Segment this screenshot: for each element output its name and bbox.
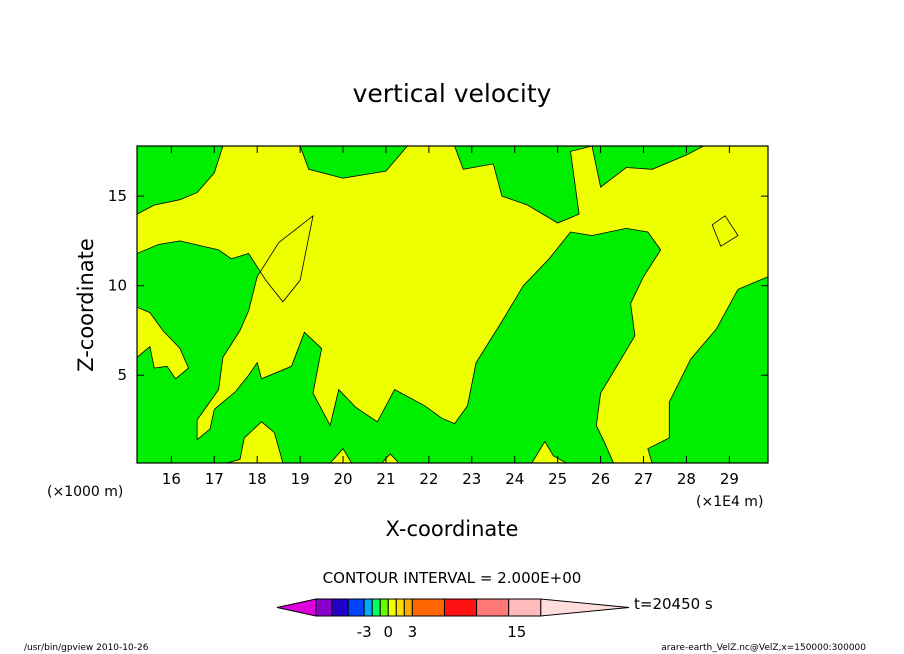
colorbar-low-arrow bbox=[276, 598, 317, 617]
y-tick-label: 10 bbox=[108, 277, 127, 295]
positive-velocity-region bbox=[137, 306, 189, 380]
x-tick-label: 16 bbox=[162, 470, 181, 488]
colorbar-high-arrow bbox=[540, 598, 630, 617]
colorbar-segment bbox=[443, 598, 478, 617]
x-tick-label: 24 bbox=[505, 470, 524, 488]
x-unit-right: (×1E4 m) bbox=[696, 494, 763, 510]
x-unit-left: (×1000 m) bbox=[47, 484, 123, 500]
x-tick-label: 21 bbox=[376, 470, 395, 488]
x-tick-label: 23 bbox=[462, 470, 481, 488]
x-tick-label: 18 bbox=[248, 470, 267, 488]
colorbar-segment bbox=[403, 598, 413, 617]
x-tick-label: 28 bbox=[677, 470, 696, 488]
x-tick-label: 19 bbox=[291, 470, 310, 488]
plot-frame bbox=[136, 145, 769, 464]
colorbar-tick-label: 0 bbox=[383, 623, 393, 641]
colorbar-segment bbox=[371, 598, 381, 617]
colorbar-segment bbox=[476, 598, 510, 617]
colorbar-segment bbox=[331, 598, 349, 617]
x-tick-label: 27 bbox=[634, 470, 653, 488]
colorbar: -3 0 3 15 bbox=[276, 598, 630, 641]
colorbar-tick-label: -3 bbox=[357, 623, 372, 641]
chart-title: vertical velocity bbox=[353, 79, 552, 108]
x-tick-label: 22 bbox=[419, 470, 438, 488]
plot-area bbox=[136, 145, 769, 464]
footer-left: /usr/bin/gpview 2010-10-26 bbox=[24, 643, 149, 653]
y-axis-label: Z-coordinate bbox=[74, 238, 98, 372]
colorbar-segment bbox=[395, 598, 405, 617]
time-label: t=20450 s bbox=[634, 595, 713, 613]
positive-velocity-region bbox=[329, 448, 353, 463]
colorbar-segment bbox=[379, 598, 389, 617]
x-tick-label: 20 bbox=[333, 470, 352, 488]
x-tick-label: 26 bbox=[591, 470, 610, 488]
x-tick-label: 17 bbox=[205, 470, 224, 488]
colorbar-segment bbox=[347, 598, 365, 617]
y-tick-label: 5 bbox=[117, 366, 127, 384]
colorbar-segment bbox=[315, 598, 333, 617]
x-tick-label: 29 bbox=[720, 470, 739, 488]
contour-interval-label: CONTOUR INTERVAL = 2.000E+00 bbox=[323, 569, 582, 587]
y-tick-label: 15 bbox=[108, 187, 127, 205]
positive-velocity-region bbox=[711, 215, 739, 247]
colorbar-tick-label: 3 bbox=[408, 623, 418, 641]
positive-velocity-region bbox=[531, 440, 568, 463]
colorbar-segment bbox=[508, 598, 542, 617]
colorbar-segment bbox=[411, 598, 445, 617]
colorbar-tick-label: 15 bbox=[507, 623, 526, 641]
footer-right: arare-earth_VelZ.nc@VelZ,x=150000:300000 bbox=[661, 643, 866, 653]
colorbar-segment bbox=[363, 598, 373, 617]
colorbar-segment bbox=[387, 598, 397, 617]
x-axis-label: X-coordinate bbox=[386, 517, 519, 541]
positive-velocity-region bbox=[137, 146, 768, 463]
x-tick-label: 25 bbox=[548, 470, 567, 488]
positive-velocity-region bbox=[226, 421, 284, 463]
